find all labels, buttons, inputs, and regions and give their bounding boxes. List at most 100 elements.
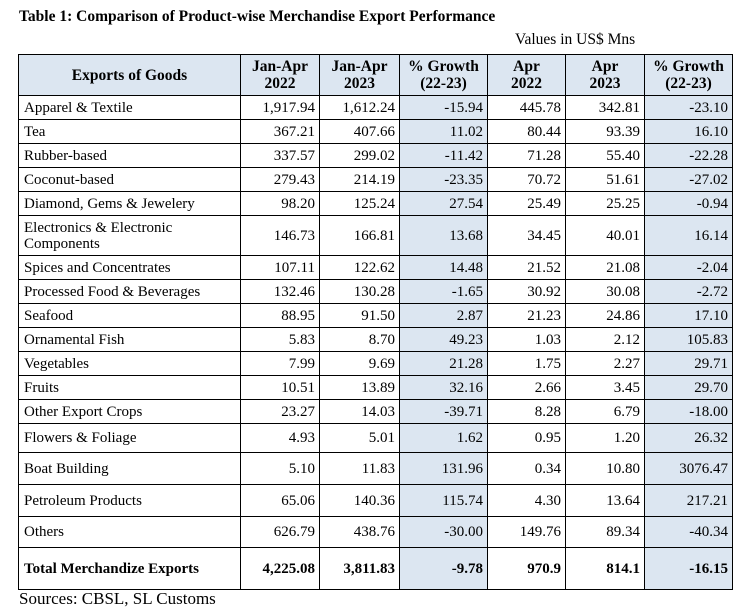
header-line: (22-23) — [420, 75, 467, 92]
value-cell: 21.23 — [487, 303, 566, 328]
value-cell: 65.06 — [240, 484, 320, 517]
value-cell: 98.20 — [240, 191, 320, 216]
col-growth-apr: % Growth (22-23) — [644, 54, 733, 96]
value-cell: 279.43 — [240, 167, 320, 192]
value-cell: -0.94 — [644, 191, 733, 216]
product-name-cell: Coconut-based — [18, 167, 241, 192]
value-cell: 122.62 — [319, 255, 400, 280]
value-cell: 0.95 — [487, 423, 566, 453]
value-cell: 146.73 — [240, 215, 320, 256]
value-cell: 1.75 — [487, 351, 566, 376]
header-line: 2022 — [264, 75, 296, 92]
value-cell: 337.57 — [240, 143, 320, 168]
value-cell: 438.76 — [319, 516, 400, 548]
value-cell: 11.83 — [319, 452, 400, 485]
value-cell: 21.52 — [487, 255, 566, 280]
value-cell: 0.34 — [487, 452, 566, 485]
value-cell: 131.96 — [399, 452, 488, 485]
value-cell: 626.79 — [240, 516, 320, 548]
value-cell: 3.45 — [565, 375, 645, 400]
value-cell: 10.51 — [240, 375, 320, 400]
value-cell: 2.27 — [565, 351, 645, 376]
value-cell: -23.10 — [644, 95, 733, 120]
table-row: Flowers & Foliage 4.93 5.01 1.62 0.95 1.20 26.… — [18, 423, 733, 453]
product-name-cell: Total Merchandize Exports — [18, 547, 241, 590]
table-row: Diamond, Gems & Jewelery 98.20 125.24 27.54… — [18, 191, 733, 216]
export-table: Exports of Goods Jan-Apr 2022 Jan-Apr 2023 % … — [18, 54, 733, 590]
value-cell: 34.45 — [487, 215, 566, 256]
product-name-cell: Apparel & Textile — [18, 95, 241, 120]
header-line: 2023 — [589, 75, 621, 92]
value-cell: -2.72 — [644, 279, 733, 304]
table-body: Apparel & Textile 1,917.94 1,612.24 -15.94 4… — [18, 95, 733, 590]
header-line: Apr — [591, 58, 619, 75]
value-cell: 3,811.83 — [319, 547, 400, 590]
value-cell: 13.64 — [565, 484, 645, 517]
table-row: Rubber-based 337.57 299.02 -11.42 71.28 55.40… — [18, 143, 733, 168]
value-cell: 3076.47 — [644, 452, 733, 485]
value-cell: 25.49 — [487, 191, 566, 216]
value-cell: 30.92 — [487, 279, 566, 304]
value-cell: 166.81 — [319, 215, 400, 256]
product-name-cell: Electronics & Electronic Components — [18, 215, 241, 256]
table-row: Seafood 88.95 91.50 2.87 21.23 24.86 17.10 — [18, 303, 733, 328]
value-cell: 4,225.08 — [240, 547, 320, 590]
value-cell: 14.03 — [319, 399, 400, 424]
value-cell: 91.50 — [319, 303, 400, 328]
table-row: Electronics & Electronic Components 146.7… — [18, 215, 733, 256]
value-cell: -18.00 — [644, 399, 733, 424]
table-row: Spices and Concentrates 107.11 122.62 14.48… — [18, 255, 733, 280]
value-cell: 8.28 — [487, 399, 566, 424]
value-cell: 10.80 — [565, 452, 645, 485]
value-cell: 30.08 — [565, 279, 645, 304]
value-cell: -22.28 — [644, 143, 733, 168]
value-cell: 8.70 — [319, 327, 400, 352]
value-cell: 7.99 — [240, 351, 320, 376]
table-row: Coconut-based 279.43 214.19 -23.35 70.72 51.6… — [18, 167, 733, 192]
product-name-cell: Others — [18, 516, 241, 548]
value-cell: 5.01 — [319, 423, 400, 453]
value-cell: 80.44 — [487, 119, 566, 144]
value-cell: 140.36 — [319, 484, 400, 517]
value-cell: 88.95 — [240, 303, 320, 328]
value-cell: 1.20 — [565, 423, 645, 453]
value-cell: 125.24 — [319, 191, 400, 216]
value-cell: 1.62 — [399, 423, 488, 453]
product-name-cell: Ornamental Fish — [18, 327, 241, 352]
value-cell: -23.35 — [399, 167, 488, 192]
table-title: Table 1: Comparison of Product-wise Merc… — [19, 8, 496, 25]
value-cell: 51.61 — [565, 167, 645, 192]
value-cell: 130.28 — [319, 279, 400, 304]
total-row: Total Merchandize Exports 4,225.08 3,811.8… — [18, 547, 733, 590]
product-name-cell: Fruits — [18, 375, 241, 400]
value-cell: 70.72 — [487, 167, 566, 192]
header-line: (22-23) — [665, 75, 712, 92]
value-cell: 970.9 — [487, 547, 566, 590]
header-line: Exports of Goods — [71, 66, 188, 84]
units-note: Values in US$ Mns — [515, 31, 636, 48]
value-cell: -39.71 — [399, 399, 488, 424]
value-cell: 445.78 — [487, 95, 566, 120]
col-janapr-2022: Jan-Apr 2022 — [240, 54, 320, 96]
col-exports-of-goods: Exports of Goods — [18, 54, 241, 96]
value-cell: -2.04 — [644, 255, 733, 280]
header-line: Jan-Apr — [331, 58, 388, 75]
value-cell: 21.28 — [399, 351, 488, 376]
value-cell: 32.16 — [399, 375, 488, 400]
value-cell: 5.83 — [240, 327, 320, 352]
value-cell: 17.10 — [644, 303, 733, 328]
table-row: Ornamental Fish 5.83 8.70 49.23 1.03 2.12 105.… — [18, 327, 733, 352]
value-cell: 214.19 — [319, 167, 400, 192]
value-cell: -40.34 — [644, 516, 733, 548]
table-row: Vegetables 7.99 9.69 21.28 1.75 2.27 29.71 — [18, 351, 733, 376]
value-cell: 342.81 — [565, 95, 645, 120]
value-cell: 13.68 — [399, 215, 488, 256]
product-name-cell: Petroleum Products — [18, 484, 241, 517]
product-name-cell: Rubber-based — [18, 143, 241, 168]
value-cell: 21.08 — [565, 255, 645, 280]
value-cell: 2.66 — [487, 375, 566, 400]
value-cell: 29.70 — [644, 375, 733, 400]
table-row: Fruits 10.51 13.89 32.16 2.66 3.45 29.70 — [18, 375, 733, 400]
table-row: Processed Food & Beverages 132.46 130.28 -1… — [18, 279, 733, 304]
value-cell: 11.02 — [399, 119, 488, 144]
